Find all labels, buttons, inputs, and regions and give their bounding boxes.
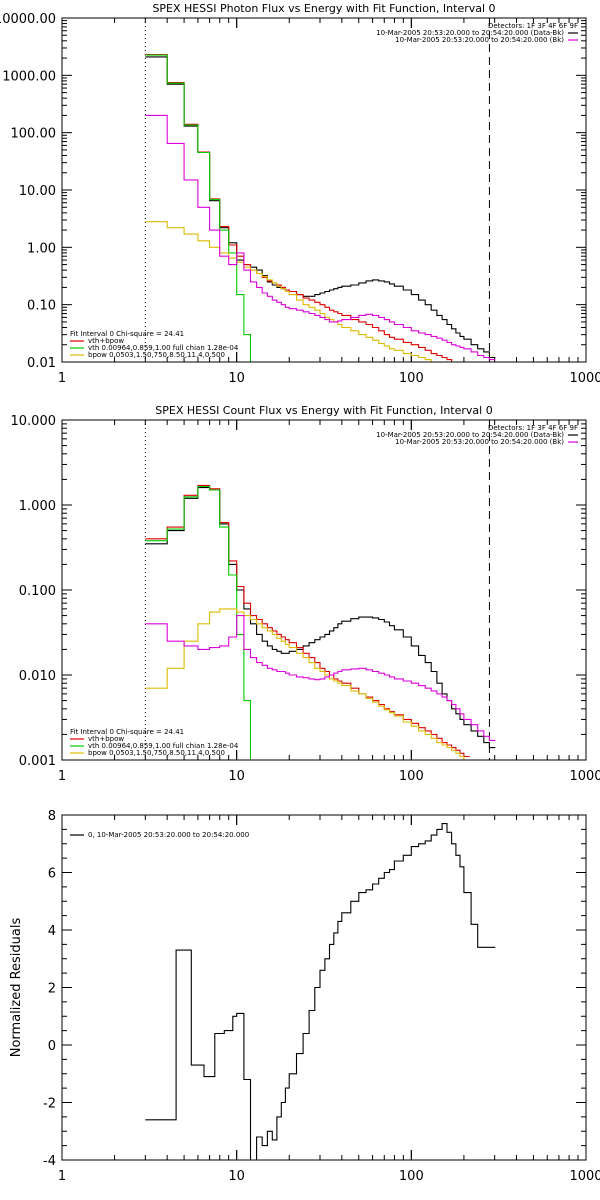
panel-count: SPEX HESSI Count Flux vs Energy with Fit… — [11, 404, 600, 784]
y-tick-label: 2 — [48, 982, 56, 997]
series-vth-bpow — [145, 484, 470, 758]
header-line: 10-Mar-2005 20:53:20.000 to 20:54:20.000… — [376, 431, 564, 439]
chart-title: SPEX HESSI Photon Flux vs Energy with Fi… — [152, 2, 495, 15]
series-vth — [145, 485, 252, 760]
y-tick-label: 0.10 — [27, 299, 56, 314]
series-0-10-mar-2005-20-53-20-000-to-20-54-20-000 — [145, 823, 496, 1160]
y-tick-label: 1000.00 — [2, 69, 56, 84]
series-group — [145, 484, 496, 760]
legend-entry: vth+bpow — [88, 337, 124, 345]
y-tick-label: 10.000 — [11, 414, 57, 429]
header-line: 10-Mar-2005 20:53:20.000 to 20:54:20.000… — [376, 29, 564, 37]
y-tick-label: 0.100 — [19, 584, 56, 599]
y-tick-label: 0.001 — [19, 754, 56, 769]
series-group — [145, 54, 496, 362]
legend-entry: 0, 10-Mar-2005 20:53:20.000 to 20:54:20.… — [88, 831, 249, 839]
x-tick-label: 1000 — [569, 1169, 600, 1184]
y-axis-label: Normalized Residuals — [9, 918, 24, 1058]
legend-entry: Fit Interval 0 Chi-square = 24.41 — [70, 330, 184, 338]
header-line: Detectors: 1F 3F 4F 6F 9F — [488, 22, 578, 30]
series-bpow — [145, 221, 438, 362]
plot-frame — [61, 814, 587, 1161]
y-tick-label: -4 — [43, 1154, 56, 1169]
x-tick-label: 100 — [399, 769, 424, 784]
y-tick-label: 0 — [48, 1039, 56, 1054]
panel-photon: SPEX HESSI Photon Flux vs Energy with Fi… — [0, 2, 600, 386]
series-vth-bpow — [145, 54, 457, 362]
legend-entry: bpow 0.0503,1.50,750,8.50,11.4,0.500 — [88, 351, 225, 359]
x-tick-label: 1000 — [569, 371, 600, 386]
x-tick-label: 1000 — [569, 769, 600, 784]
y-tick-label: 1.00 — [27, 241, 56, 256]
chart-title: SPEX HESSI Count Flux vs Energy with Fit… — [155, 404, 492, 417]
y-tick-label: 10000.00 — [0, 12, 56, 27]
y-tick-label: 6 — [48, 867, 56, 882]
header-line: Detectors: 1F 3F 4F 6F 9F — [488, 424, 578, 432]
header-line: 10-Mar-2005 20:53:20.000 to 20:54:20.000… — [395, 36, 564, 44]
y-tick-label: 10.00 — [19, 184, 56, 199]
y-tick-label: 0.01 — [27, 356, 56, 371]
x-tick-label: 10 — [228, 1169, 245, 1184]
series-data-bk — [145, 487, 496, 749]
x-tick-label: 1 — [58, 371, 66, 386]
legend-entry: bpow 0.0503,1.50,750,8.50,11.4,0.500 — [88, 749, 225, 757]
x-tick-label: 1 — [58, 1169, 66, 1184]
y-tick-label: -2 — [43, 1097, 56, 1112]
series-group — [145, 823, 496, 1160]
series-data-bk — [145, 56, 496, 359]
legend-entry: vth 0.00964,0.859,1.00 full chian 1.28e-… — [88, 742, 239, 750]
x-tick-label: 10 — [228, 371, 245, 386]
legend-entry: vth+bpow — [88, 735, 124, 743]
x-tick-label: 10 — [228, 769, 245, 784]
y-tick-label: 100.00 — [11, 127, 57, 142]
x-tick-label: 100 — [399, 1169, 424, 1184]
series-bk — [145, 615, 496, 741]
y-tick-label: 4 — [48, 924, 56, 939]
legend-entry: Fit Interval 0 Chi-square = 24.41 — [70, 728, 184, 736]
plot-frame — [61, 17, 587, 363]
plot-frame — [61, 419, 587, 761]
x-tick-label: 100 — [399, 371, 424, 386]
y-tick-label: 8 — [48, 809, 56, 824]
x-tick-label: 1 — [58, 769, 66, 784]
header-line: 10-Mar-2005 20:53:20.000 to 20:54:20.000… — [395, 438, 564, 446]
y-tick-label: 0.010 — [19, 669, 56, 684]
series-bk — [145, 114, 496, 361]
legend-entry: vth 0.00964,0.859,1.00 full chian 1.28e-… — [88, 344, 239, 352]
series-vth — [145, 54, 252, 362]
series-bpow — [145, 608, 470, 760]
y-tick-label: 1.000 — [19, 499, 56, 514]
panel-residuals: Normalized Residuals 1 10 100 1000 -4 -2 0 2 4 6 8 0… — [9, 809, 600, 1184]
